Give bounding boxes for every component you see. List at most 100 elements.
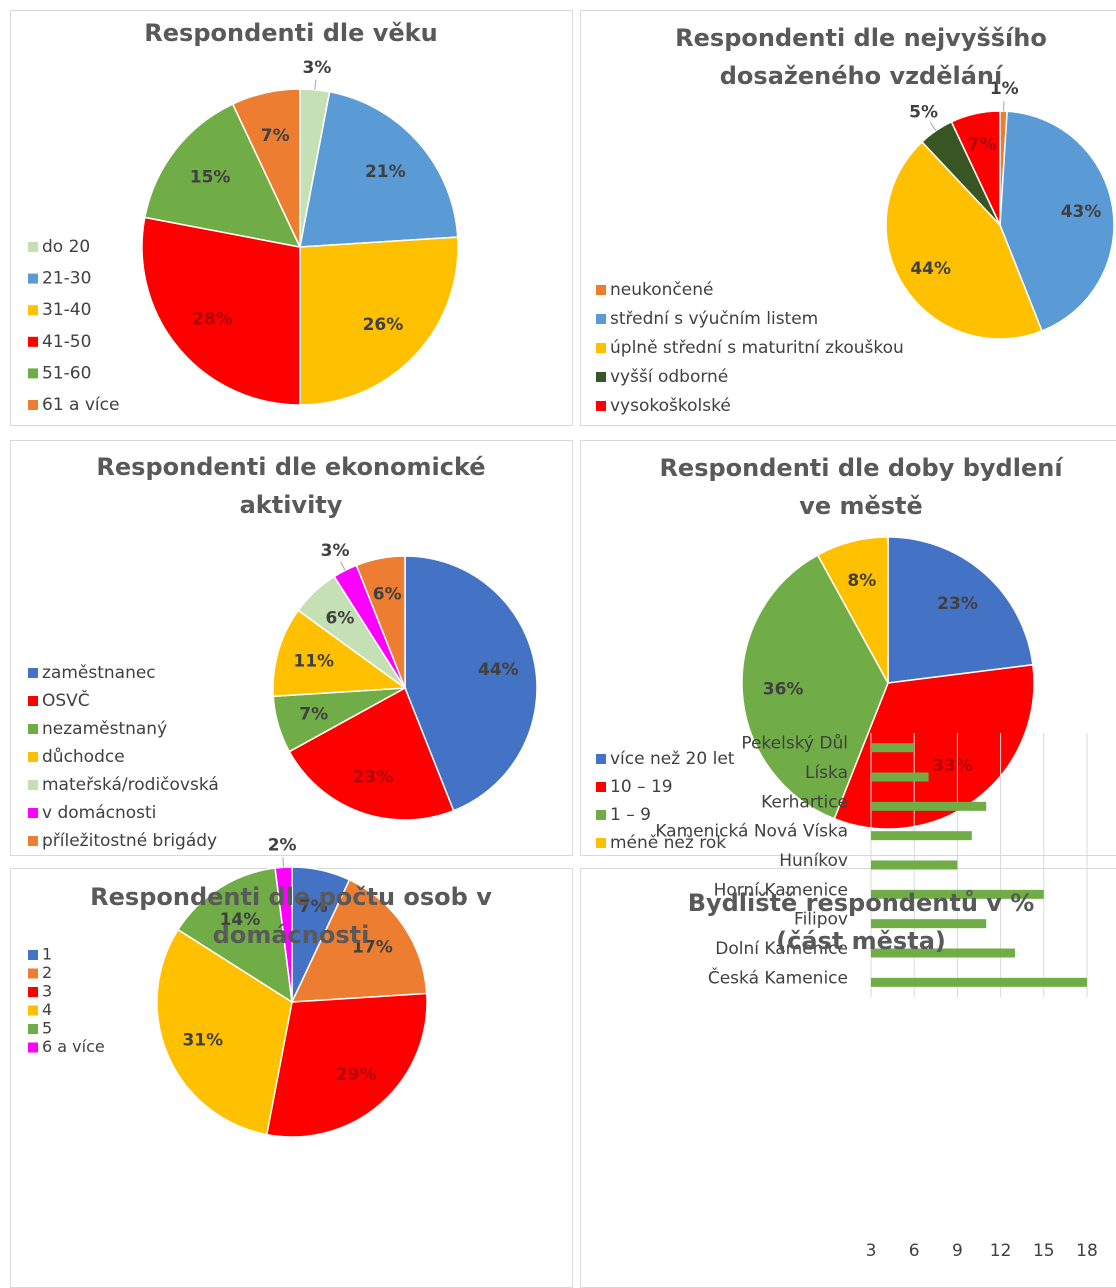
legend-swatch: [596, 343, 606, 353]
legend-label: mateřská/rodičovská: [42, 775, 219, 795]
legend-swatch: [596, 314, 606, 324]
legend-label: 3: [42, 982, 52, 1001]
legend-label: důchodce: [42, 747, 125, 767]
data-label: 15%: [190, 167, 231, 187]
chart-title: Respondenti dle počtu osob v domácnosti: [51, 878, 531, 954]
legend-swatch: [28, 1043, 38, 1053]
bar: [871, 773, 929, 782]
data-label: 5%: [909, 103, 938, 123]
data-label: 23%: [352, 767, 393, 787]
y-tick-label: Česká Kamenice: [708, 966, 848, 988]
legend-label: 51-60: [42, 363, 91, 383]
data-label: 7%: [299, 705, 328, 725]
leader-line: [283, 857, 284, 867]
data-label: 43%: [1061, 202, 1102, 222]
data-label: 8%: [847, 571, 876, 591]
legend-label: neukončené: [610, 280, 713, 300]
legend-label: 1 – 9: [610, 805, 651, 825]
legend-swatch: [28, 724, 38, 734]
legend-swatch: [28, 305, 38, 315]
legend-label: do 20: [42, 237, 90, 257]
legend-swatch: [596, 285, 606, 295]
y-tick-label: Kerhartice: [761, 792, 848, 812]
legend-swatch: [596, 754, 606, 764]
legend-swatch: [596, 810, 606, 820]
data-label: 7%: [968, 135, 997, 155]
legend-swatch: [596, 838, 606, 848]
bar: [871, 978, 1087, 987]
chart-title: Bydliště respondentů v % (část města): [651, 884, 1071, 960]
legend-label: 31-40: [42, 300, 91, 320]
legend-label: 4: [42, 1000, 52, 1019]
data-label: 23%: [937, 594, 978, 614]
legend-swatch: [596, 782, 606, 792]
y-tick-label: Kamenická Nová Víska: [655, 822, 848, 842]
y-tick-label: Líska: [805, 763, 848, 783]
legend-label: střední s výučním listem: [610, 309, 818, 329]
legend-swatch: [28, 242, 38, 252]
data-label: 3%: [303, 58, 332, 78]
legend-label: 2: [42, 963, 52, 982]
legend-swatch: [28, 808, 38, 818]
chart-title: Respondenti dle ekonomické aktivity: [76, 448, 506, 524]
legend-swatch: [28, 950, 38, 960]
data-label: 6%: [326, 609, 355, 629]
x-tick-label: 15: [1033, 1241, 1055, 1261]
data-label: 33%: [932, 756, 973, 776]
legend-swatch: [596, 372, 606, 382]
data-label: 3%: [321, 541, 350, 561]
legend-swatch: [28, 368, 38, 378]
legend-label: 6 a více: [42, 1037, 105, 1056]
data-label: 31%: [182, 1031, 223, 1051]
data-label: 21%: [365, 162, 406, 182]
data-label: 2%: [268, 835, 297, 855]
legend-swatch: [28, 400, 38, 410]
bar: [871, 802, 986, 811]
bar: [871, 743, 914, 752]
data-label: 6%: [373, 585, 402, 605]
data-label: 44%: [478, 660, 519, 680]
legend-swatch: [28, 1006, 38, 1016]
legend-swatch: [28, 274, 38, 284]
legend-swatch: [28, 668, 38, 678]
legend-label: úplně střední s maturitní zkouškou: [610, 338, 904, 358]
legend-swatch: [28, 752, 38, 762]
leader-line: [341, 561, 346, 570]
legend-swatch: [28, 337, 38, 347]
legend-swatch: [28, 1024, 38, 1034]
bar: [871, 861, 957, 870]
legend-label: 10 – 19: [610, 777, 673, 797]
bar: [871, 831, 972, 840]
chart-title: Respondenti dle nejvyššího dosaženého vz…: [651, 19, 1071, 95]
legend-label: 41-50: [42, 332, 91, 352]
legend-swatch: [28, 987, 38, 997]
leader-line: [315, 80, 316, 90]
legend-label: nezaměstnaný: [42, 719, 167, 739]
legend-label: více než 20 let: [610, 749, 735, 769]
legend-label: v domácnosti: [42, 803, 156, 823]
y-tick-label: Huníkov: [779, 851, 848, 871]
leader-line: [930, 122, 936, 130]
legend-label: zaměstnanec: [42, 663, 156, 683]
legend-label: 61 a více: [42, 395, 119, 415]
chart-title: Respondenti dle věku: [51, 14, 531, 52]
x-tick-label: 6: [909, 1241, 920, 1261]
x-tick-label: 12: [990, 1241, 1012, 1261]
legend-swatch: [28, 969, 38, 979]
data-label: 7%: [261, 126, 290, 146]
legend-label: příležitostné brigády: [42, 831, 217, 851]
chart-title: Respondenti dle doby bydlení ve městě: [651, 449, 1071, 525]
legend-swatch: [28, 836, 38, 846]
y-tick-label: Pekelský Důl: [741, 734, 848, 754]
data-label: 26%: [363, 315, 404, 335]
legend-swatch: [28, 780, 38, 790]
data-label: 36%: [763, 680, 804, 700]
legend-label: 5: [42, 1019, 52, 1038]
data-label: 28%: [192, 310, 233, 330]
data-label: 29%: [336, 1065, 377, 1085]
data-label: 11%: [293, 651, 334, 671]
legend-swatch: [596, 401, 606, 411]
x-tick-label: 18: [1076, 1241, 1098, 1261]
